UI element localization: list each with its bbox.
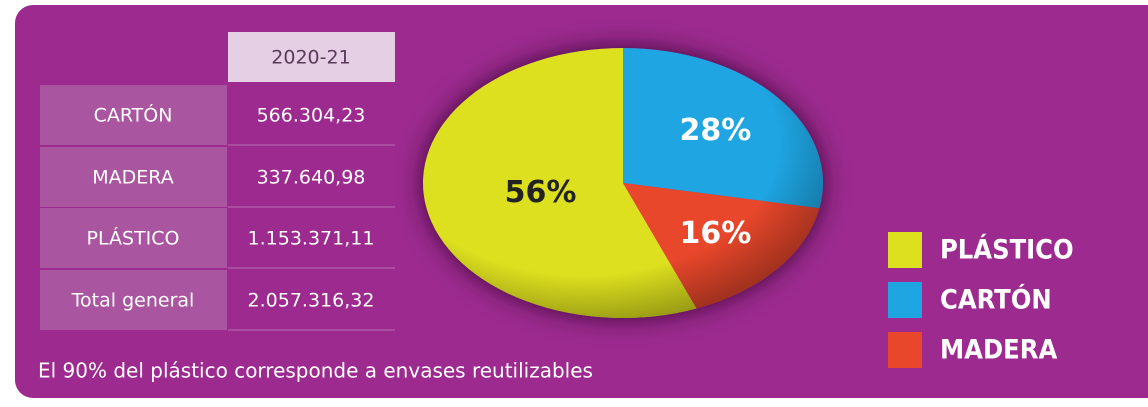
legend-label: CARTÓN bbox=[940, 284, 1052, 316]
slice-label: 28% bbox=[680, 113, 752, 148]
row-label: CARTÓN bbox=[94, 103, 173, 127]
row-value: 337.640,98 bbox=[257, 167, 366, 189]
row-value: 566.304,23 bbox=[257, 105, 366, 127]
note: El 90% del plástico corresponde a envase… bbox=[38, 359, 593, 383]
row-label-cell bbox=[40, 85, 227, 145]
row-label-cell bbox=[40, 208, 227, 268]
row-value: 1.153.371,11 bbox=[248, 228, 375, 250]
slice-label: 16% bbox=[680, 216, 752, 251]
legend-swatch bbox=[888, 232, 922, 268]
row-label-cell bbox=[40, 147, 227, 207]
legend-label: MADERA bbox=[940, 335, 1057, 366]
row-label: MADERA bbox=[92, 167, 173, 189]
legend-swatch bbox=[888, 332, 922, 368]
header-text: 2020-21 bbox=[271, 47, 350, 69]
row-label: PLÁSTICO bbox=[87, 227, 180, 250]
row-label: Total general bbox=[71, 290, 195, 312]
legend: PLÁSTICO CARTÓN MADERA bbox=[888, 232, 1074, 368]
pie-chart: 56% 28% 16% bbox=[423, 48, 823, 319]
legend-label: PLÁSTICO bbox=[940, 234, 1074, 266]
row-value: 2.057.316,32 bbox=[248, 290, 375, 312]
table: 2020-21 CARTÓN 566.304,23 MADERA 337.640,98 P… bbox=[40, 32, 395, 331]
pie-shading bbox=[423, 48, 823, 318]
slice-label: 56% bbox=[505, 175, 577, 210]
legend-swatch bbox=[888, 282, 922, 318]
row-label-cell bbox=[40, 270, 227, 330]
header-cell bbox=[228, 32, 395, 82]
